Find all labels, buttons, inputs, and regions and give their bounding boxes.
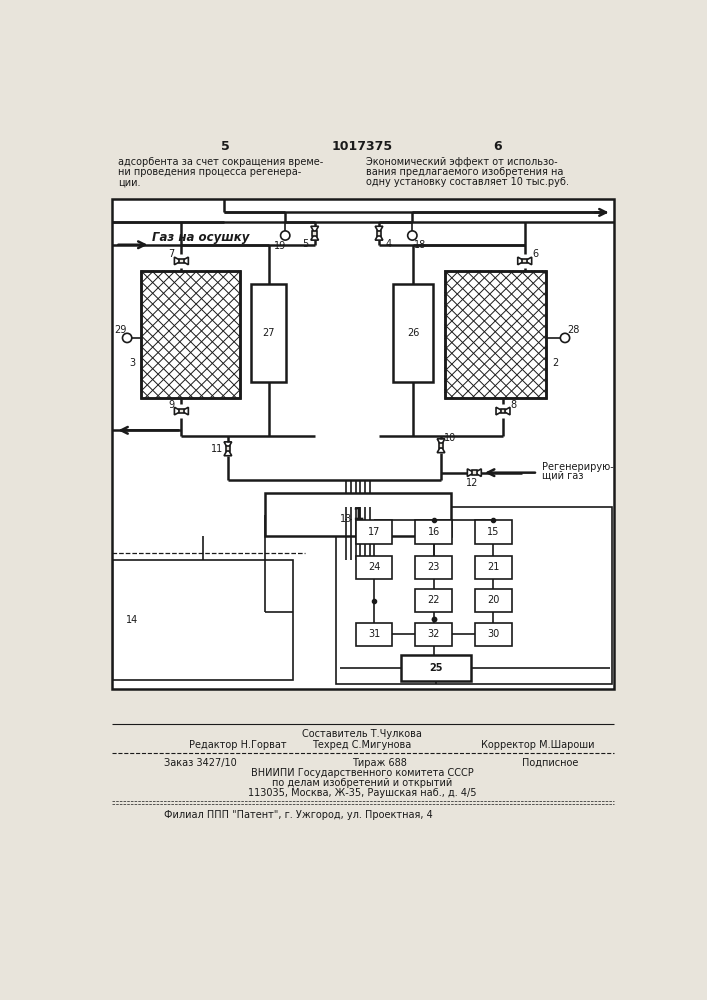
Text: Газ на осушку: Газ на осушку	[152, 231, 250, 244]
Text: Регенерирую-: Регенерирую-	[542, 462, 614, 472]
Text: 4: 4	[385, 239, 392, 249]
Bar	[416, 556, 452, 579]
Bar	[416, 623, 452, 646]
Text: 10: 10	[444, 433, 457, 443]
Bar	[337, 507, 612, 684]
Text: 3: 3	[129, 358, 136, 368]
Text: Составитель Т.Чулкова: Составитель Т.Чулкова	[302, 729, 422, 739]
Text: 22: 22	[428, 595, 440, 605]
Text: 24: 24	[368, 562, 380, 572]
Text: 6: 6	[532, 249, 539, 259]
Bar	[501, 409, 506, 413]
Text: Тираж 688: Тираж 688	[352, 758, 407, 768]
Bar	[475, 623, 512, 646]
Bar	[522, 259, 527, 263]
Text: 1017375: 1017375	[332, 140, 392, 153]
Bar	[265, 493, 451, 536]
Text: 12: 12	[466, 478, 478, 488]
Text: 7: 7	[168, 249, 175, 259]
Bar	[445, 271, 546, 398]
Bar	[312, 231, 317, 235]
Text: вания предлагаемого изобретения на: вания предлагаемого изобретения на	[366, 167, 563, 177]
Text: 6: 6	[493, 140, 502, 153]
Bar	[356, 520, 392, 544]
Bar	[377, 231, 381, 235]
Bar	[445, 271, 546, 398]
Text: 29: 29	[115, 325, 127, 335]
Text: 9: 9	[168, 400, 175, 410]
Bar	[472, 470, 477, 475]
Bar	[416, 520, 452, 544]
Text: Техред С.Мигунова: Техред С.Мигунова	[312, 740, 411, 750]
Text: 32: 32	[428, 629, 440, 639]
Text: Филиал ПΠΠ "Патент", г. Ужгород, ул. Проектная, 4: Филиал ПΠΠ "Патент", г. Ужгород, ул. Про…	[164, 810, 433, 820]
Text: 1: 1	[352, 506, 364, 524]
Text: 31: 31	[368, 629, 380, 639]
Text: 21: 21	[487, 562, 500, 572]
Bar	[179, 259, 184, 263]
Text: 16: 16	[428, 527, 440, 537]
Text: 26: 26	[407, 328, 419, 338]
Text: 113035, Москва, Ж-35, Раушская наб., д. 4/5: 113035, Москва, Ж-35, Раушская наб., д. …	[247, 788, 477, 798]
Text: 25: 25	[430, 663, 443, 673]
Text: 27: 27	[262, 328, 275, 338]
Bar	[179, 409, 184, 413]
Text: ВНИИПИ Государственного комитета СССР: ВНИИПИ Государственного комитета СССР	[250, 768, 473, 778]
Bar	[112, 199, 614, 689]
Bar	[475, 589, 512, 612]
Text: одну установку составляет 10 тыс.руб.: одну установку составляет 10 тыс.руб.	[366, 177, 569, 187]
Text: ни проведения процесса регенера-: ни проведения процесса регенера-	[118, 167, 301, 177]
Text: 8: 8	[510, 400, 517, 410]
Bar	[416, 589, 452, 612]
Text: 13: 13	[339, 514, 352, 524]
Text: 5: 5	[303, 239, 308, 249]
Text: 14: 14	[127, 615, 139, 625]
Text: 18: 18	[414, 240, 426, 250]
Bar	[226, 446, 230, 451]
Text: 20: 20	[487, 595, 500, 605]
Text: 5: 5	[221, 140, 230, 153]
Bar	[475, 520, 512, 544]
Text: ции.: ции.	[118, 177, 140, 187]
Text: Редактор Н.Горват: Редактор Н.Горват	[189, 740, 287, 750]
Text: по делам изобретений и открытий: по делам изобретений и открытий	[271, 778, 452, 788]
Text: 28: 28	[567, 325, 580, 335]
Bar	[141, 271, 240, 398]
Bar	[475, 556, 512, 579]
Text: 11: 11	[211, 444, 223, 454]
Text: щий газ: щий газ	[542, 471, 583, 481]
Bar	[251, 284, 286, 382]
Bar	[402, 655, 472, 681]
Text: 15: 15	[487, 527, 500, 537]
Bar	[356, 556, 392, 579]
Text: 30: 30	[487, 629, 499, 639]
Text: 17: 17	[368, 527, 380, 537]
Text: адсорбента за счет сокращения време-: адсорбента за счет сокращения време-	[118, 157, 323, 167]
Text: Заказ 3427/10: Заказ 3427/10	[164, 758, 237, 768]
Text: Подписное: Подписное	[522, 758, 579, 768]
Text: 19: 19	[274, 241, 287, 251]
Bar	[393, 284, 433, 382]
Text: 23: 23	[428, 562, 440, 572]
Bar	[438, 443, 443, 448]
Bar	[141, 271, 240, 398]
Text: Корректор М.Шароши: Корректор М.Шароши	[481, 740, 595, 750]
Text: Экономический эффект от использо-: Экономический эффект от использо-	[366, 157, 557, 167]
Bar	[356, 623, 392, 646]
Text: 2: 2	[551, 358, 558, 368]
Bar	[113, 560, 293, 680]
